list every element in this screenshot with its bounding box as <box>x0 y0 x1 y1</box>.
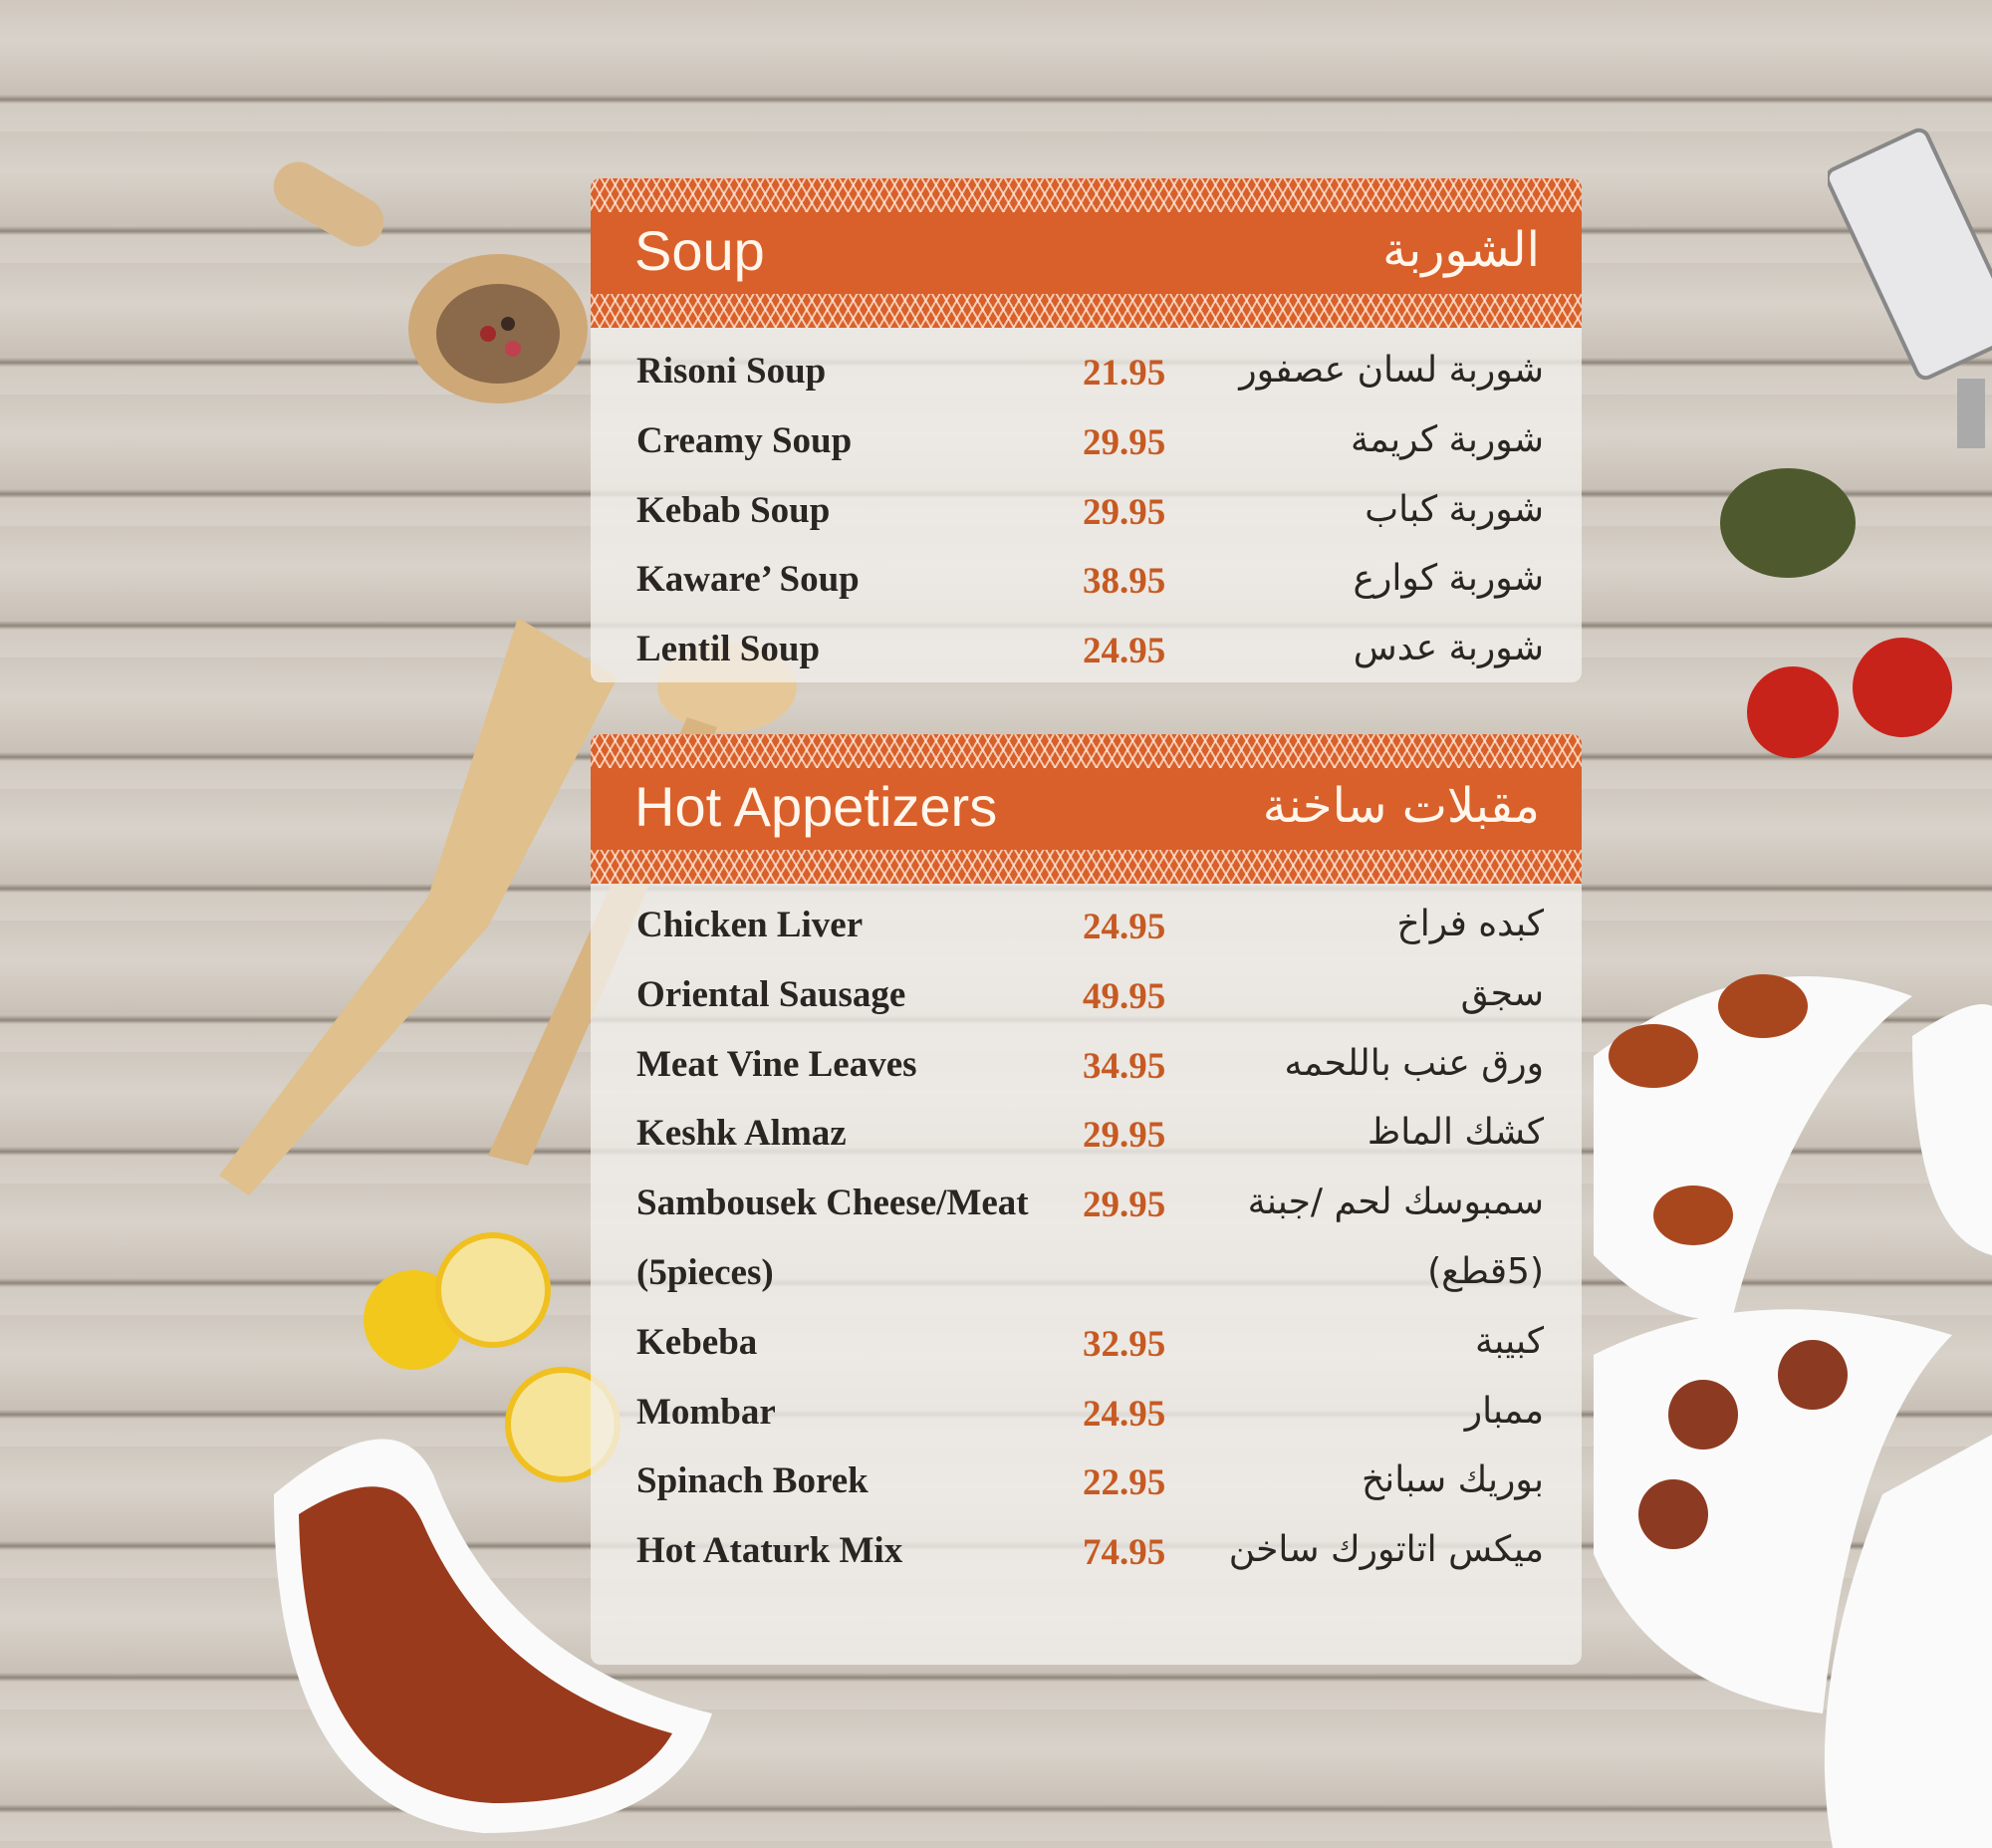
item-price: 29.95 <box>1083 421 1166 463</box>
item-name-ar: شوربة كوارع <box>1353 558 1544 600</box>
soup-section: Soup الشوربة Risoni Soup 21.95 شوربة لسان … <box>591 178 1582 682</box>
item-name-en: Spinach Borek <box>636 1460 869 1502</box>
menu-item: Kaware’ Soup 38.95 شوربة كوارع <box>591 548 1582 618</box>
item-name-ar: كشك الماظ <box>1367 1112 1544 1154</box>
item-name-ar: شوربة لسان عصفور <box>1239 350 1544 391</box>
menu-item: Hot Ataturk Mix 74.95 ميكس اتاتورك ساخن <box>591 1519 1582 1589</box>
item-name-en: Sambousek Cheese/Meat <box>636 1183 1029 1224</box>
item-name-ar: ممبار <box>1464 1390 1544 1432</box>
menu-item: Kebeba 32.95 كبيبة <box>591 1311 1582 1381</box>
item-name-ar: بوريك سبانخ <box>1361 1459 1544 1501</box>
item-price: 21.95 <box>1083 353 1166 394</box>
item-price: 24.95 <box>1083 1393 1166 1435</box>
section-header: Hot Appetizers مقبلات ساخنة <box>591 734 1582 884</box>
item-name-en: Mombar <box>636 1391 776 1433</box>
item-name-ar: سجق <box>1460 972 1544 1014</box>
item-price: 22.95 <box>1083 1462 1166 1504</box>
item-name-ar: شوربة كباب <box>1365 488 1544 530</box>
item-name-ar: كبيبة <box>1474 1320 1544 1362</box>
ornament-border <box>591 178 1582 212</box>
item-price: 29.95 <box>1083 1185 1166 1226</box>
item-price: 74.95 <box>1083 1532 1166 1574</box>
item-name-en: Oriental Sausage <box>636 973 906 1015</box>
menu-item: Keshk Almaz 29.95 كشك الماظ <box>591 1102 1582 1172</box>
item-name-en: Creamy Soup <box>636 419 853 461</box>
kibbeh-plates-icon <box>1594 974 1992 1848</box>
item-name-ar: شوربة عدس <box>1353 628 1544 669</box>
item-price: 24.95 <box>1083 907 1166 947</box>
menu-item: Spinach Borek 22.95 بوريك سبانخ <box>591 1450 1582 1519</box>
section-title-en: Soup <box>634 219 765 282</box>
item-name-en: Meat Vine Leaves <box>636 1043 917 1085</box>
item-name-en: Chicken Liver <box>636 905 864 945</box>
item-price: 32.95 <box>1083 1323 1166 1365</box>
ornament-border <box>591 850 1582 884</box>
item-price: 24.95 <box>1083 631 1166 672</box>
item-name-ar: شوربة كريمة <box>1350 418 1544 460</box>
section-title-en: Hot Appetizers <box>634 775 998 838</box>
item-name-ar: سمبوسك لحم /جبنة <box>1247 1182 1544 1223</box>
section-header: Soup الشوربة <box>591 178 1582 328</box>
item-name-ar: (5قطع) <box>1427 1251 1544 1292</box>
herbs-icon <box>1720 468 1856 578</box>
item-price: 29.95 <box>1083 491 1166 533</box>
item-name-en: Kaware’ Soup <box>636 559 860 601</box>
menu-item: Kebab Soup 29.95 شوربة كباب <box>591 479 1582 549</box>
item-price: 29.95 <box>1083 1115 1166 1157</box>
item-name-ar: ورق عنب باللحمه <box>1284 1042 1544 1084</box>
hot-appetizers-section: Hot Appetizers مقبلات ساخنة Chicken Live… <box>591 734 1582 1665</box>
tomatoes-icon <box>1747 638 1952 758</box>
item-name-en: Keshk Almaz <box>636 1113 847 1155</box>
menu-item: Risoni Soup 21.95 شوربة لسان عصفور <box>591 340 1582 409</box>
item-price: 38.95 <box>1083 561 1166 603</box>
menu-item: Mombar 24.95 ممبار <box>591 1381 1582 1451</box>
item-name-en: (5pieces) <box>636 1252 774 1293</box>
ornament-border <box>591 294 1582 328</box>
item-name-en: Risoni Soup <box>636 351 827 392</box>
item-name-en: Lentil Soup <box>636 629 821 670</box>
menu-item: Oriental Sausage 49.95 سجق <box>591 963 1582 1033</box>
section-title-ar: مقبلات ساخنة <box>1262 778 1540 834</box>
section-title-ar: الشوربة <box>1382 222 1540 278</box>
item-name-en: Hot Ataturk Mix <box>636 1530 903 1572</box>
wooden-scoop-icon <box>273 161 588 403</box>
menu-item: Creamy Soup 29.95 شوربة كريمة <box>591 409 1582 479</box>
item-name-ar: ميكس اتاتورك ساخن <box>1228 1529 1544 1571</box>
menu-item: Sambousek Cheese/Meat 29.95 سمبوسك لحم /جب… <box>591 1172 1582 1241</box>
menu-item: Chicken Liver 24.95 كبده فراخ <box>591 894 1582 963</box>
lemons-icon <box>364 1232 621 1482</box>
menu-item: Meat Vine Leaves 34.95 ورق عنب باللحمه <box>591 1033 1582 1103</box>
item-name-ar: كبده فراخ <box>1396 904 1544 944</box>
item-name-en: Kebeba <box>636 1321 758 1363</box>
item-price: 34.95 <box>1083 1045 1166 1087</box>
item-name-en: Kebab Soup <box>636 489 831 531</box>
item-price: 49.95 <box>1083 975 1166 1017</box>
salt-shaker-icon <box>1828 128 1992 448</box>
menu-item: (5pieces) (5قطع) <box>591 1241 1582 1311</box>
menu-item: Lentil Soup 24.95 شوربة عدس <box>591 618 1582 682</box>
ornament-border <box>591 734 1582 768</box>
sausage-plate-icon <box>274 1439 712 1833</box>
